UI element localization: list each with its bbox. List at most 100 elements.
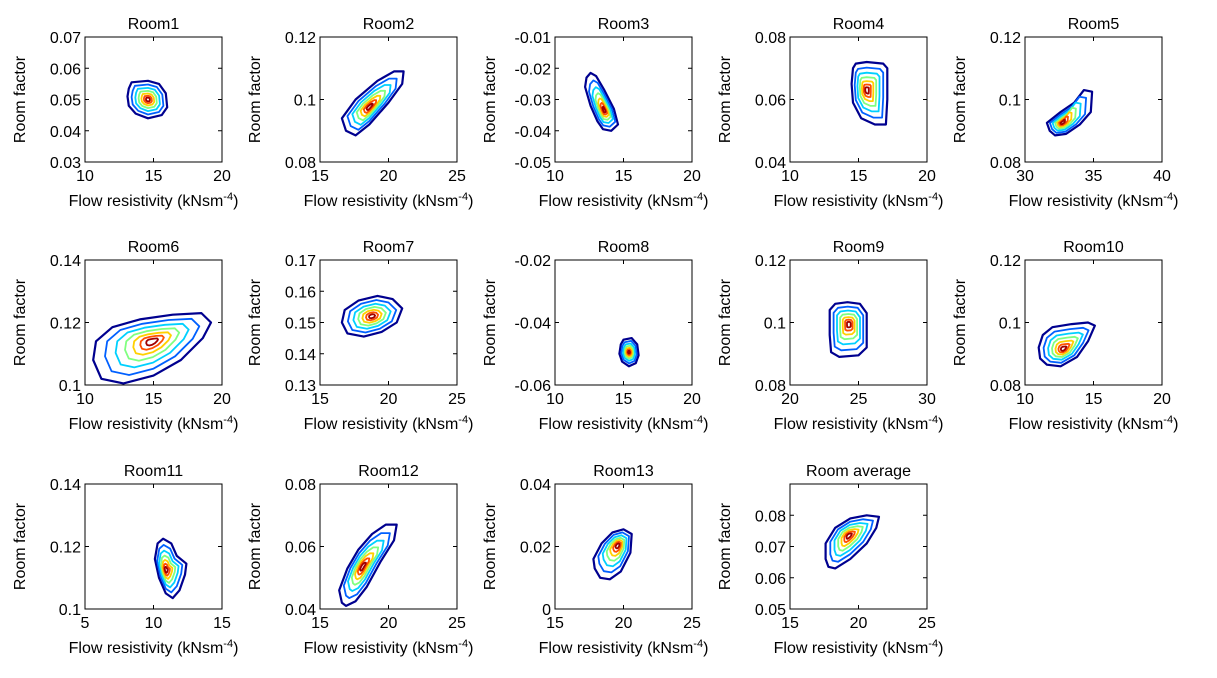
x-axis-label: Flow resistivity (kNsm-4) [774,414,944,433]
contour-level-5 [359,94,382,118]
panel-10: 10 15 20 0.08 0.1 0.12 Room10 Flow resistivity … [952,239,1178,433]
contour-level-7 [601,105,607,114]
x-tick-label: 15 [615,391,633,408]
x-tick-label: 20 [380,168,398,185]
contour-level-4 [159,554,177,584]
contour-group [592,528,633,581]
x-tick-label: 25 [850,391,868,408]
contour-level-3 [833,522,869,557]
panel-title: Room12 [358,463,419,480]
contour-level-4 [1054,106,1077,130]
contour-level-7 [1060,345,1068,352]
contour-level-6 [1057,342,1071,354]
contour-level-1 [828,301,868,358]
contour-level-5 [840,528,860,547]
y-tick-label: 0.08 [990,378,1021,395]
y-axis-label: Room factor [952,278,969,366]
contour-level-2 [620,339,638,365]
contour-level-1 [824,514,881,570]
contour-group [153,537,188,600]
x-tick-label: 20 [1153,391,1171,408]
x-axis-label: Flow resistivity (kNsm-4) [1009,191,1179,210]
contour-level-5 [132,331,172,356]
x-axis-label: Flow resistivity (kNsm-4) [1009,414,1179,433]
contour-level-2 [597,531,630,574]
x-tick-label: 25 [448,391,466,408]
panel-6: 10 15 20 0.1 0.12 0.14 Room6 Flow resistivity (… [12,239,238,433]
y-axis-label: Room factor [482,278,499,366]
contour-level-7 [359,561,367,572]
x-tick-label: 30 [918,391,936,408]
y-tick-label: -0.03 [515,93,552,110]
x-tick-label: 25 [918,615,936,632]
y-tick-label: 0.1 [294,93,316,110]
y-tick-label: -0.04 [515,316,552,333]
x-tick-label: 15 [546,615,564,632]
contour-group [1037,321,1097,368]
contour-level-7 [163,565,169,574]
contour-level-2 [104,317,201,376]
x-tick-label: 15 [1085,391,1103,408]
y-tick-label: 0.08 [755,30,786,47]
y-tick-label: 0.14 [285,347,316,364]
panel-title: Room4 [833,16,885,33]
panel-title: Room9 [833,239,885,256]
contour-level-3 [622,342,636,362]
panel-title: Room10 [1063,239,1124,256]
y-tick-label: 0.04 [520,477,551,494]
contour-level-7 [627,349,631,355]
x-tick-label: 15 [311,168,329,185]
contour-level-6 [599,102,608,116]
contour-group [824,514,881,570]
y-axis-label: Room factor [952,55,969,143]
contour-level-1 [618,337,640,368]
contour-level-2 [1042,326,1090,364]
contour-level-3 [591,86,614,124]
contour-level-5 [625,346,633,358]
y-tick-label: 0.1 [999,93,1021,110]
y-tick-label: 0.02 [520,540,551,557]
contour-level-2 [832,305,865,352]
panel-14: 15 20 25 0.05 0.06 0.07 0.08 Room average Flow r… [717,463,943,657]
x-tick-label: 25 [448,168,466,185]
x-tick-label: 10 [1016,391,1034,408]
x-tick-label: 20 [380,615,398,632]
x-tick-label: 15 [145,391,163,408]
contour-level-7 [846,320,852,329]
y-tick-label: -0.02 [515,253,552,270]
contour-level-2 [130,83,165,116]
panel-title: Room6 [128,239,180,256]
y-tick-label: 0.08 [755,508,786,525]
y-tick-label: -0.05 [515,155,552,172]
contour-group [92,312,213,385]
panel-title: Room average [806,463,911,480]
axes-box [84,483,223,610]
contour-level-6 [365,311,380,322]
panel-3: 10 15 20 -0.05 -0.04 -0.03 -0.02 -0.01 Room3 Flow… [482,16,708,210]
contour-level-5 [161,559,174,580]
contour-level-2 [346,77,398,131]
y-axis-label: Room factor [482,55,499,143]
y-tick-label: 0.07 [755,540,786,557]
panel-1: 10 15 20 0.03 0.04 0.05 0.06 0.07 Room1 Flow resi… [12,16,238,210]
y-tick-label: -0.06 [515,378,552,395]
contour-level-4 [357,305,387,327]
y-tick-label: -0.02 [515,61,552,78]
y-tick-label: 0.08 [285,477,316,494]
x-tick-label: 5 [81,615,90,632]
x-tick-label: 10 [76,391,94,408]
y-tick-label: 0.12 [50,540,81,557]
contour-level-5 [597,97,610,118]
contour-level-2 [588,79,617,128]
x-axis-label: Flow resistivity (kNsm-4) [539,414,709,433]
x-axis-label: Flow resistivity (kNsm-4) [69,191,239,210]
contour-level-7 [145,96,151,103]
contour-level-5 [841,316,856,336]
y-axis-label: Room factor [12,502,29,590]
x-tick-label: 10 [546,168,564,185]
contour-group [1045,88,1094,137]
y-tick-label: -0.04 [515,124,552,141]
panel-title: Room7 [363,239,415,256]
contour-level-7 [365,102,374,111]
